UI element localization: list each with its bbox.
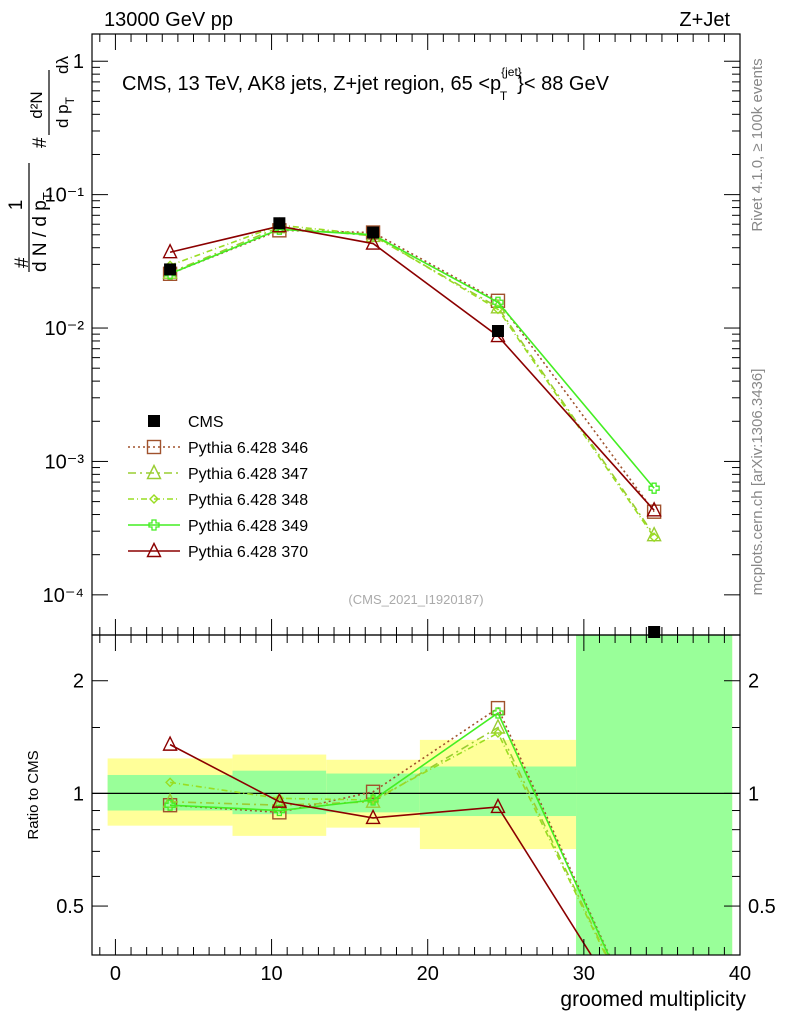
ratio-point-s370-2 [365,808,381,825]
y-label-d2n: d²N [27,91,46,118]
main-point-s349-3 [492,296,504,308]
ratio-point-s348-3 [492,728,503,738]
legend-label-data: CMS [188,414,224,431]
main-line-s347 [169,226,655,536]
xtick-label-1: 10 [260,963,282,985]
ratio-point-s347-0 [162,792,178,808]
main-point-s348-3 [492,304,503,315]
header-left: 13000 GeV pp [104,9,233,31]
main-ytick-label-2: 10⁻² [45,318,85,340]
y-label-hash: # [12,257,33,268]
data-point-3 [491,325,504,338]
data-point-4 [648,626,661,638]
xtick-label-4: 40 [729,963,751,985]
ratio-point-s370-3 [490,797,506,814]
main-line-s370 [169,225,655,511]
legend-marker-s349 [148,519,160,531]
main-point-s370-0 [162,243,178,259]
ratio-point-s349-1 [273,804,286,817]
main-title: CMS, 13 TeV, AK8 jets, Z+jet region, 65 … [122,65,610,103]
ratio-ytick-label-2: 2 [73,671,84,693]
legend-label-s349: Pythia 6.428 349 [188,518,308,535]
ratio-ytick-label-1: 1 [73,783,84,805]
main-series-lines [162,217,662,638]
data-point-2 [367,226,380,239]
main-point-s348-4 [649,532,660,543]
analysis-id: (CMS_2021_I1920187) [348,592,483,607]
legend-marker-s370 [146,541,162,558]
ratio-series-lines [162,700,610,955]
axis-ticks: 110⁻¹10⁻²10⁻³10⁻⁴0.5 0.51 12 20 10 20 30 40 [43,34,776,985]
ratio-point-s347-3 [490,718,506,734]
ratio-frame [91,634,741,956]
ratio-uncertainty-bands [92,635,740,955]
rivet-label: Rivet 4.1.0, ≥ 100k events [749,58,766,231]
main-point-s349-4 [648,482,660,494]
xtick-label-2: 20 [417,963,439,985]
ratio-point-s346-2 [365,784,381,799]
ratio-point-s349-0 [164,799,176,811]
ratio-point-s348-0 [165,777,176,788]
ratio-point-s370-1 [271,792,288,808]
xtick-label-3: 30 [573,963,595,985]
legend-label-s346: Pythia 6.428 346 [188,440,308,457]
y-label-hash-2: # [30,137,51,148]
header-right: Z+Jet [679,9,730,31]
main-ytick-label-0: 1 [73,51,84,73]
main-point-s346-4 [646,504,662,519]
y-label-denominator: d N / d pT [30,192,55,272]
main-ytick-label-4: 10⁻⁴ [43,585,84,607]
ratio-line-s346 [170,706,610,955]
main-point-s370-4 [646,501,662,517]
y-label-dpt: d pT [53,96,77,128]
legend-marker-s348 [149,494,159,504]
ratio-ytick-label-right-0: 0.5 [748,896,776,918]
ratio-ytick-label-right-1: 1 [748,783,759,805]
data-point-0 [164,263,177,276]
ratio-point-s349-2 [367,794,379,806]
legend-label-s347: Pythia 6.428 347 [188,466,308,483]
legend-marker-s347 [146,463,162,480]
main-y-label: # 1 d N / d pT # d²N d pT dλ [6,56,77,272]
data-point-1 [273,217,286,230]
legend-label-s348: Pythia 6.428 348 [188,492,308,509]
main-ytick-label-3: 10⁻³ [45,451,85,473]
ratio-ytick-label-right-2: 2 [748,671,759,693]
ratio-line-s349 [170,711,610,955]
xtick-label-0: 0 [110,963,121,985]
y-label-dl: dλ [53,56,72,74]
band-inner-4 [576,635,733,955]
legend-marker-s346 [146,439,162,455]
ratio-ytick-label-0: 0.5 [56,896,84,918]
band-inner-3 [419,766,577,817]
mcplots-label: mcplots.cern.ch [arXiv:1306.3436] [749,369,766,596]
ratio-line-s347 [170,726,608,955]
legend: CMS Pythia 6.428 346 Pythia 6.428 347 Pythi… [128,414,308,561]
ratio-point-s370-0 [162,735,178,751]
y-label-numerator: 1 [6,200,27,211]
legend-marker-data [148,415,160,427]
x-axis-label: groomed multiplicity [560,988,746,1011]
ratio-point-s349-3 [492,707,504,719]
legend-label-s370: Pythia 6.428 370 [188,544,308,561]
ratio-line-s370 [169,743,593,955]
ratio-y-label: Ratio to CMS [25,750,42,839]
main-ytick-label-1: 10⁻¹ [45,185,85,207]
main-point-s370-2 [365,234,381,250]
